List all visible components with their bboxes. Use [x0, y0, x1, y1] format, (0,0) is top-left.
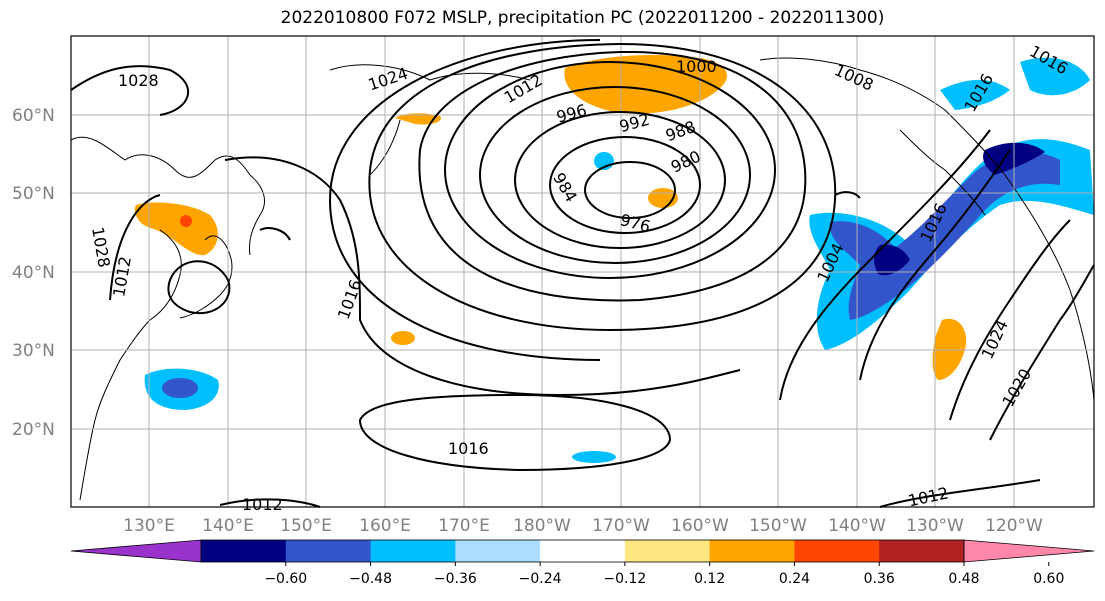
colorbar-tick-label: 0.12 — [694, 571, 725, 587]
lon-label: 140°E — [202, 516, 254, 536]
colorbar-tick-label: −0.36 — [434, 571, 477, 587]
lon-label: 130°W — [906, 516, 964, 536]
lon-label: 150°W — [749, 516, 807, 536]
map-frame — [70, 35, 1095, 508]
lon-label: 120°W — [985, 516, 1043, 536]
isobar-label: 1016 — [448, 439, 489, 458]
colorbar-segment — [879, 540, 965, 562]
lon-label: 180°W — [513, 516, 571, 536]
isobars — [70, 39, 1095, 508]
lat-label: 50°N — [12, 184, 55, 204]
colorbar-extend-low — [70, 539, 202, 563]
colorbar-tick-label: 0.24 — [779, 571, 810, 587]
latitude-labels: 60°N 50°N 40°N 30°N 20°N — [12, 106, 55, 440]
grid — [71, 36, 1094, 507]
lat-label: 20°N — [12, 420, 55, 440]
colorbar-extend-high — [963, 539, 1095, 563]
isobar-label: 1000 — [676, 57, 717, 76]
colorbar: −0.60 −0.48 −0.36 −0.24 −0.12 0.12 0.24 0.36 0.4… — [70, 539, 1095, 587]
lon-label: 160°E — [359, 516, 411, 536]
colorbar-segment — [794, 540, 880, 562]
colorbar-segment — [624, 540, 711, 562]
colorbar-tick-label: −0.60 — [264, 571, 307, 587]
colorbar-segment — [455, 540, 541, 562]
lat-label: 60°N — [12, 106, 55, 126]
colorbar-outline — [200, 539, 965, 563]
map-title: 2022010800 F072 MSLP, precipitation PC (… — [280, 8, 885, 28]
lon-label: 170°W — [592, 516, 650, 536]
colorbar-segment — [540, 540, 626, 562]
colorbar-segment — [709, 540, 795, 562]
lat-label: 30°N — [12, 341, 55, 361]
colorbar-tick-label: 0.60 — [1033, 571, 1064, 587]
colorbar-segment — [201, 540, 287, 562]
lon-label: 160°W — [671, 516, 729, 536]
isobar-label: 1012 — [242, 495, 283, 514]
colorbar-tick-label: −0.48 — [349, 571, 392, 587]
lon-label: 150°E — [280, 516, 332, 536]
colorbar-tick-label: 0.48 — [948, 571, 979, 587]
colorbar-tick-label: 0.36 — [864, 571, 895, 587]
colorbar-segment — [285, 540, 372, 562]
lat-label: 40°N — [12, 263, 55, 283]
lon-label: 140°W — [828, 516, 886, 536]
colorbar-tick-label: −0.12 — [603, 571, 646, 587]
colorbar-segment — [370, 540, 456, 562]
colorbar-tick-label: −0.24 — [519, 571, 562, 587]
longitude-labels: 130°E 140°E 150°E 160°E 170°E 180°W 170°… — [123, 516, 1043, 536]
isobar-label: 1028 — [118, 71, 159, 90]
lon-label: 170°E — [438, 516, 490, 536]
lon-label: 130°E — [123, 516, 175, 536]
